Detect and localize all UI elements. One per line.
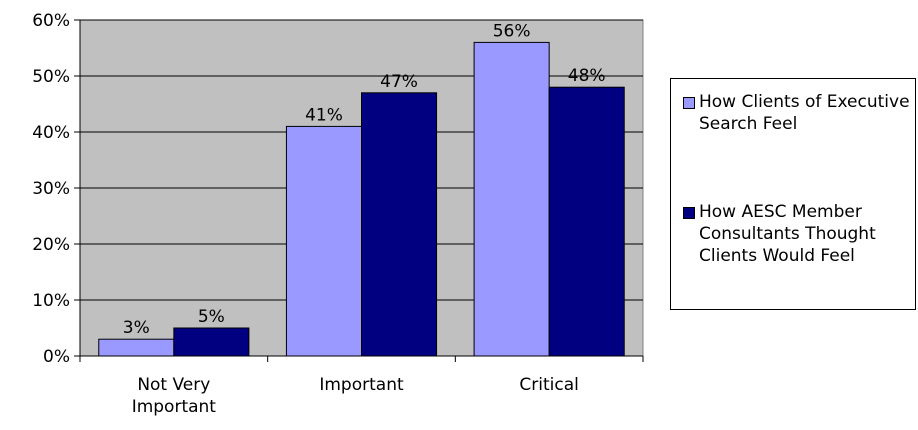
y-tick-label: 0% xyxy=(43,347,70,367)
bar xyxy=(173,327,250,357)
bar xyxy=(361,92,438,357)
data-label: 3% xyxy=(123,318,150,338)
bar xyxy=(473,41,550,357)
legend-label-clients: How Clients of Executive Search Feel xyxy=(699,92,910,134)
data-label: 56% xyxy=(493,21,531,41)
axes: 0%10%20%30%40%50%60%Not VeryImportantImp… xyxy=(32,11,644,417)
data-label: 47% xyxy=(380,72,418,92)
data-label: 41% xyxy=(305,105,343,125)
bars xyxy=(98,41,625,357)
x-tick-label: Critical xyxy=(519,375,578,395)
data-label: 5% xyxy=(198,307,225,327)
legend-label-consultants: How AESC Member Consultants Thought Clie… xyxy=(699,202,876,266)
x-tick-label: Important xyxy=(319,375,404,395)
bar xyxy=(98,338,175,357)
legend-swatch-clients xyxy=(683,97,695,109)
legend-entry-consultants: How AESC Member Consultants Thought Clie… xyxy=(683,201,918,267)
y-tick-label: 40% xyxy=(32,123,70,143)
legend-swatch-consultants xyxy=(683,207,695,219)
legend: How Clients of Executive Search Feel How… xyxy=(670,78,916,310)
y-tick-label: 10% xyxy=(32,291,70,311)
y-tick-label: 50% xyxy=(32,67,70,87)
x-tick-label: Important xyxy=(132,397,217,417)
bar xyxy=(285,125,362,357)
y-tick-label: 20% xyxy=(32,235,70,255)
data-labels: 3% 5% 41% 47% 56% 48% xyxy=(123,21,606,338)
y-tick-label: 60% xyxy=(32,11,70,31)
bar xyxy=(548,86,625,357)
x-tick-label: Not Very xyxy=(137,375,210,395)
data-label: 48% xyxy=(568,66,606,86)
y-tick-label: 30% xyxy=(32,179,70,199)
legend-entry-clients: How Clients of Executive Search Feel xyxy=(683,91,918,135)
